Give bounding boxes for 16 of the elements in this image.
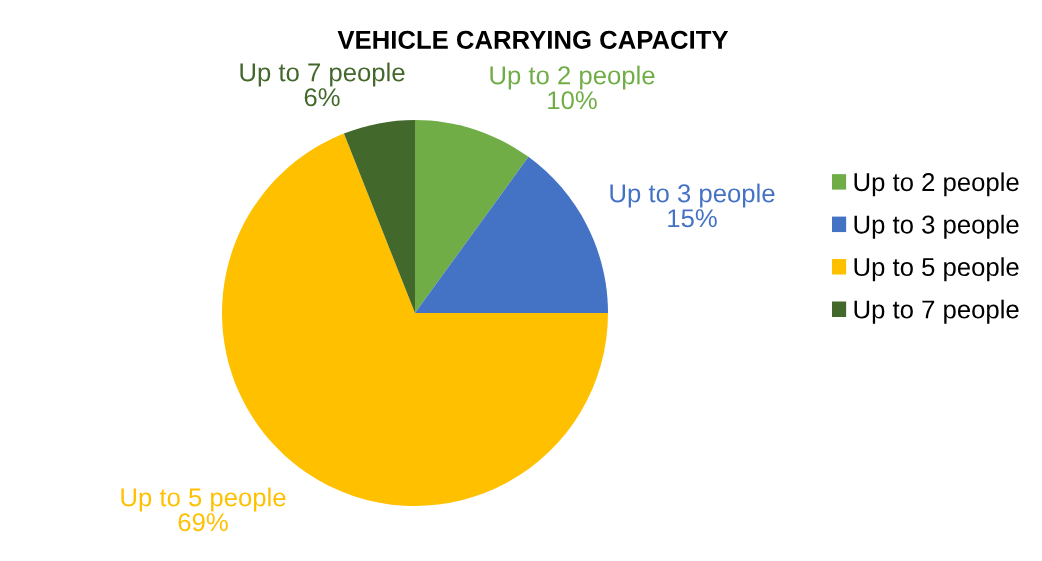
pie-slice — [415, 156, 608, 313]
data-label: 69% — [178, 513, 228, 532]
legend-label: Up to 3 people — [854, 214, 1019, 239]
data-label: 6% — [304, 88, 340, 107]
pie-slice — [343, 120, 415, 313]
slice-label: Up to 3 people — [610, 183, 775, 208]
pie-slice — [415, 120, 529, 313]
legend-label: Up to 5 people — [854, 257, 1019, 282]
data-label: 15% — [668, 209, 717, 228]
data-label: 10% — [548, 91, 597, 110]
legend-label: Up to 7 people — [854, 299, 1019, 324]
chart-title: VEHICLE CARRYING CAPACITY — [337, 30, 729, 49]
slice-label: Up to 7 people — [240, 62, 405, 87]
slice-label: Up to 5 people — [121, 487, 286, 512]
slice-label: Up to 2 people — [490, 65, 655, 90]
legend-label: Up to 2 people — [854, 172, 1019, 197]
